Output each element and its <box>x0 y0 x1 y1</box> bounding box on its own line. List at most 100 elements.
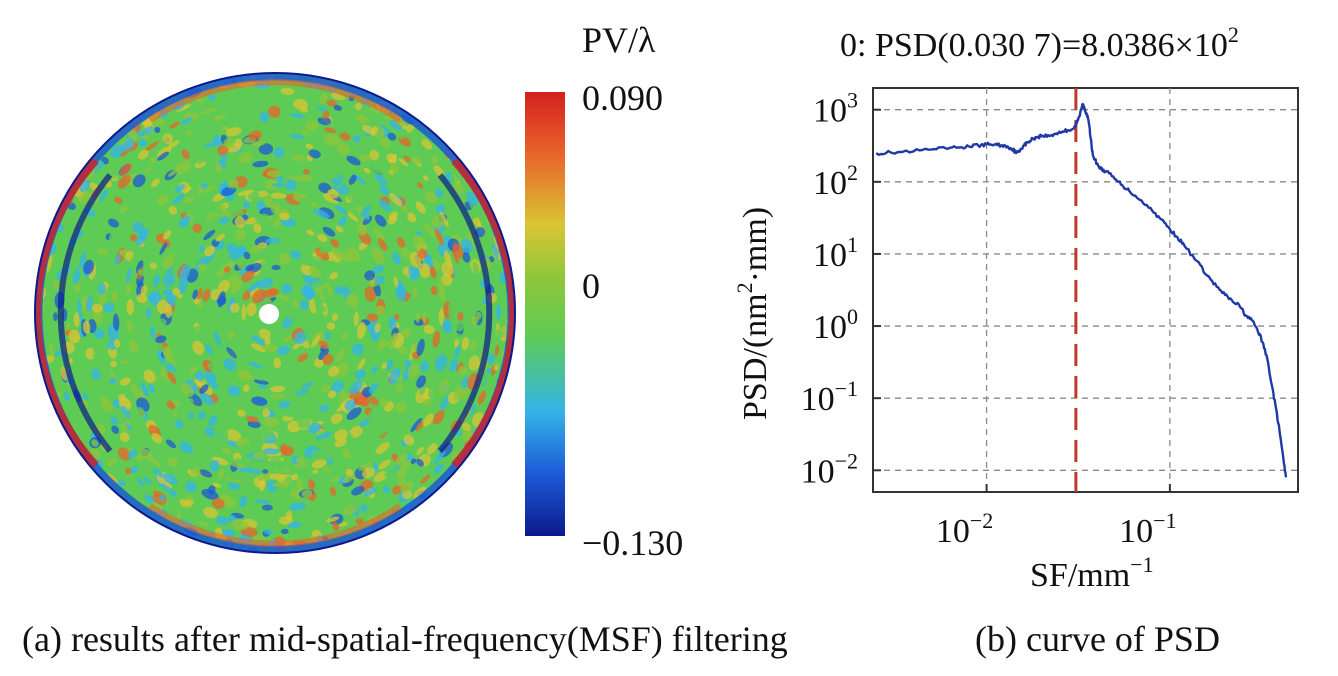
surface-speckle <box>263 448 280 455</box>
surface-speckle <box>492 243 499 260</box>
surface-speckle <box>323 332 331 340</box>
surface-speckle <box>138 130 147 137</box>
surface-speckle <box>337 392 351 404</box>
surface-speckle <box>73 312 80 328</box>
x-axis-label-exp: −1 <box>1130 552 1153 577</box>
surface-speckle <box>287 521 302 529</box>
surface-speckle <box>335 225 344 233</box>
series-line-psd <box>875 102 1288 478</box>
surface-speckle <box>233 239 247 249</box>
surface-speckle <box>197 301 204 309</box>
surface-speckle <box>285 179 297 191</box>
surface-speckle <box>338 216 347 227</box>
edge-ring-bottom-orange <box>148 503 402 547</box>
surface-speckle <box>229 303 240 313</box>
surface-speckle <box>453 385 464 401</box>
surface-speckle <box>278 293 290 303</box>
surface-speckle <box>266 188 276 195</box>
surface-speckle <box>179 441 194 454</box>
surface-speckle <box>390 226 397 235</box>
surface-speckle <box>252 160 269 168</box>
surface-speckle <box>501 324 508 338</box>
surface-speckle <box>422 311 427 324</box>
surface-speckle <box>308 422 322 434</box>
surface-speckle <box>281 283 293 294</box>
surface-speckle <box>273 146 285 158</box>
surface-speckle <box>162 346 172 357</box>
surface-speckle <box>346 194 357 203</box>
surface-speckle <box>398 129 408 140</box>
surface-speckle <box>363 433 380 447</box>
surface-speckle <box>373 227 386 243</box>
surface-speckle <box>347 246 361 262</box>
surface-speckle <box>291 154 306 162</box>
surface-speckle <box>334 438 347 448</box>
surface-speckle <box>271 320 284 333</box>
surface-speckle <box>198 245 205 253</box>
surface-speckle <box>470 339 477 352</box>
surface-speckle <box>393 276 399 289</box>
surface-speckle <box>334 429 348 442</box>
surface-speckle <box>246 302 257 317</box>
surface-speckle <box>440 395 450 410</box>
x-tick-base: 10 <box>1119 513 1153 550</box>
surface-speckle <box>305 143 314 150</box>
surface-speckle <box>280 362 295 369</box>
surface-speckle <box>340 333 348 341</box>
surface-speckle <box>156 165 165 173</box>
surface-speckle <box>317 233 328 243</box>
surface-speckle <box>169 362 176 373</box>
surface-speckle <box>345 309 356 320</box>
surface-speckle <box>178 215 191 228</box>
surface-speckle <box>346 107 359 118</box>
surface-speckle <box>242 384 250 393</box>
surface-speckle <box>227 482 241 490</box>
surface-speckle <box>204 371 217 383</box>
surface-speckle <box>251 396 268 406</box>
surface-speckle <box>401 328 410 338</box>
surface-speckle <box>136 260 144 274</box>
surface-speckle <box>243 200 251 209</box>
surface-speckle <box>432 410 445 425</box>
y-tick-exp: −1 <box>835 376 858 401</box>
surface-speckle <box>381 362 388 370</box>
surface-speckle <box>333 165 346 173</box>
surface-speckle <box>389 163 400 174</box>
surface-speckle <box>279 212 290 221</box>
surface-speckle <box>415 312 421 323</box>
surface-speckle <box>212 428 228 440</box>
surface-speckle <box>264 337 271 346</box>
surface-speckle <box>78 312 83 324</box>
surface-speckle <box>223 358 237 371</box>
surface-speckle <box>214 162 223 174</box>
y-tick-label: 10−1 <box>801 376 858 418</box>
surface-speckle <box>226 347 237 359</box>
surface-speckle <box>270 203 281 214</box>
surface-speckle <box>319 314 329 323</box>
surface-speckle <box>110 416 118 425</box>
surface-speckle <box>416 446 425 455</box>
surface-speckle <box>407 212 417 223</box>
surface-speckle <box>430 285 438 296</box>
surface-speckle <box>358 461 373 471</box>
surface-speckle <box>366 409 381 423</box>
surface-speckle <box>258 328 271 340</box>
x-tick-base: 10 <box>936 513 970 550</box>
surface-speckle <box>50 267 57 283</box>
surface-speckle <box>228 473 239 481</box>
surface-speckle <box>459 224 467 231</box>
surface-speckle <box>424 428 435 441</box>
surface-speckle <box>407 295 419 313</box>
surface-speckle <box>370 126 378 137</box>
surface-speckle <box>113 339 121 348</box>
surface-speckle <box>260 259 272 269</box>
surface-speckle <box>357 321 366 339</box>
surface-speckle <box>112 313 120 331</box>
surface-speckle <box>108 227 118 243</box>
surface-speckle <box>403 155 411 162</box>
surface-speckle <box>438 285 446 303</box>
surface-speckle <box>416 338 425 357</box>
surface-speckle <box>310 449 322 460</box>
surface-speckle <box>378 238 388 251</box>
surface-speckle <box>227 385 241 397</box>
